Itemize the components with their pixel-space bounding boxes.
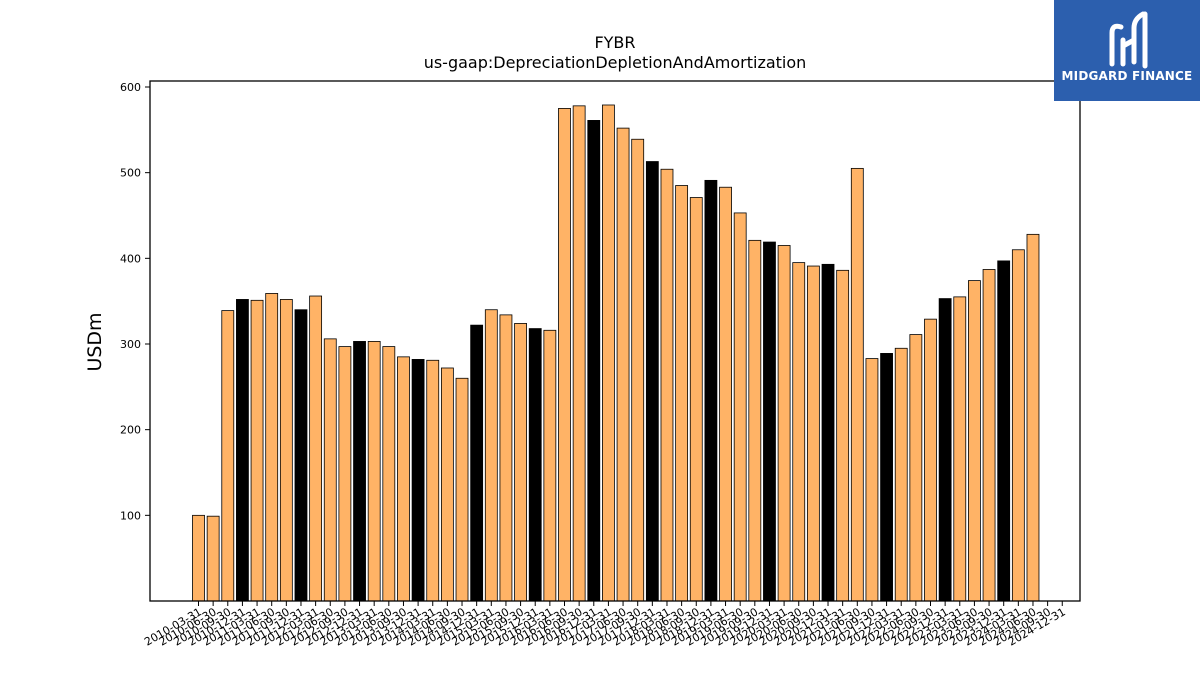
- bar: [719, 186, 732, 602]
- bar: [236, 299, 249, 602]
- bar: [426, 359, 440, 602]
- bar: [792, 262, 806, 602]
- bar: [279, 299, 293, 602]
- bar: [470, 324, 484, 602]
- bar: [660, 168, 674, 602]
- y-tick-label: 200: [120, 424, 141, 437]
- brand-logo: MIDGARD FINANCE: [1054, 0, 1200, 101]
- bar: [558, 108, 571, 602]
- y-axis-label: USDm: [84, 312, 106, 371]
- midgard-logo-icon: [1109, 11, 1148, 69]
- bar: [704, 179, 718, 602]
- y-tick-label: 400: [120, 252, 141, 265]
- bar: [645, 161, 659, 602]
- bar: [777, 245, 791, 602]
- bar: [411, 359, 425, 602]
- chart-title: FYBR: [594, 33, 635, 52]
- bar: [192, 514, 205, 602]
- bar: [455, 377, 469, 602]
- x-axis-ticks: 2010-03-312010-06-302010-09-302010-12-31…: [142, 601, 1068, 649]
- bar: [309, 295, 323, 602]
- y-tick-label: 300: [120, 338, 141, 351]
- bar: [938, 298, 952, 602]
- bar: [631, 138, 645, 602]
- bar: [602, 104, 615, 602]
- bar: [821, 263, 835, 602]
- bar: [587, 120, 601, 602]
- bar: [968, 280, 981, 602]
- bar: [382, 346, 396, 602]
- bar: [880, 353, 893, 602]
- bar: [1026, 233, 1040, 602]
- bar: [338, 346, 352, 602]
- y-tick-label: 500: [120, 167, 141, 180]
- bar: [367, 341, 381, 602]
- bar: [924, 318, 937, 602]
- bar: [806, 265, 820, 602]
- bar: [763, 241, 776, 602]
- bar: [221, 310, 235, 602]
- bar: [397, 356, 410, 602]
- bar: [909, 334, 923, 602]
- bar: [514, 323, 527, 602]
- bar: [689, 197, 703, 602]
- bar: [499, 314, 513, 602]
- bar: [850, 167, 864, 602]
- bar: [748, 239, 762, 602]
- y-tick-label: 100: [120, 509, 141, 522]
- bar: [733, 212, 747, 602]
- bar: [250, 299, 264, 602]
- bar: [440, 367, 454, 602]
- bar: [265, 293, 279, 602]
- chart-subtitle: us-gaap:DepreciationDepletionAndAmortiza…: [424, 53, 807, 72]
- y-tick-label: 600: [120, 81, 141, 94]
- bar: [616, 127, 630, 602]
- bar: [865, 358, 879, 602]
- bar: [572, 105, 586, 602]
- bar: [982, 269, 996, 602]
- bar: [528, 328, 542, 602]
- bar: [836, 269, 850, 602]
- bar: [543, 329, 557, 602]
- bars-group: [192, 104, 1040, 602]
- y-axis-ticks: 100 200 300 400 500 600: [120, 81, 150, 522]
- bar: [294, 309, 308, 602]
- bar: [484, 309, 498, 602]
- plot-frame: [149, 80, 1081, 602]
- bar: [1011, 249, 1025, 602]
- bar: [206, 515, 220, 602]
- brand-name: MIDGARD FINANCE: [1061, 69, 1193, 83]
- bar: [894, 347, 908, 602]
- bar: [323, 338, 337, 602]
- bar: [353, 341, 366, 602]
- bar: [953, 296, 967, 602]
- bar: [675, 185, 689, 602]
- bar: [997, 260, 1011, 602]
